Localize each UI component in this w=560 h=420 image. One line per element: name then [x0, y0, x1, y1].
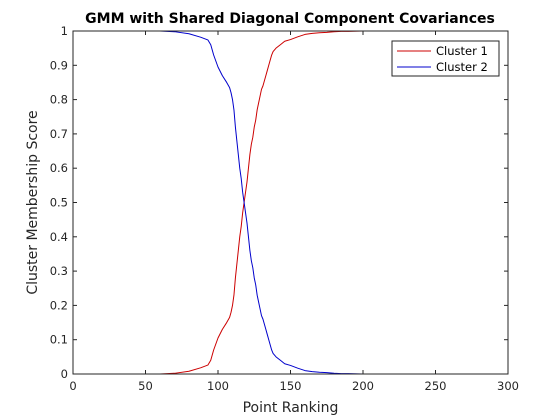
series-line-cluster-1	[73, 30, 508, 375]
y-tick-label: 0.1	[50, 333, 68, 347]
chart-title: GMM with Shared Diagonal Component Covar…	[85, 11, 495, 27]
legend-label-cluster-2: Cluster 2	[436, 60, 488, 74]
y-tick-label: 1	[61, 24, 68, 38]
x-tick-label: 150	[280, 379, 302, 393]
y-tick-label: 0.4	[50, 230, 68, 244]
x-tick-label: 50	[138, 379, 153, 393]
y-tick-label: 0.3	[50, 264, 68, 278]
series-line-cluster-2	[73, 30, 508, 375]
plot-area	[73, 31, 508, 374]
x-tick-label: 100	[207, 379, 229, 393]
x-axis-label: Point Ranking	[243, 400, 339, 416]
y-tick-label: 0.8	[50, 93, 68, 107]
y-tick-label: 0.9	[50, 58, 68, 72]
x-tick-label: 250	[425, 379, 447, 393]
y-axis-label: Cluster Membership Score	[25, 110, 41, 294]
x-tick-label: 200	[352, 379, 374, 393]
y-tick-label: 0.2	[50, 298, 68, 312]
legend-label-cluster-1: Cluster 1	[436, 44, 488, 58]
legend-box	[391, 40, 500, 77]
y-tick-label: 0	[61, 367, 68, 381]
x-tick-label: 0	[69, 379, 76, 393]
ticks-layer: 0 50 100 150 200 250 300 0 0.1 0.2 0.3 0.4 0.5 0.6 0.7…	[50, 24, 519, 393]
x-tick-label: 300	[497, 379, 519, 393]
y-tick-label: 0.7	[50, 127, 68, 141]
legend: Cluster 1 Cluster 2	[391, 40, 500, 77]
y-tick-label: 0.5	[50, 196, 68, 210]
y-tick-label: 0.6	[50, 161, 68, 175]
series-layer	[73, 30, 508, 375]
